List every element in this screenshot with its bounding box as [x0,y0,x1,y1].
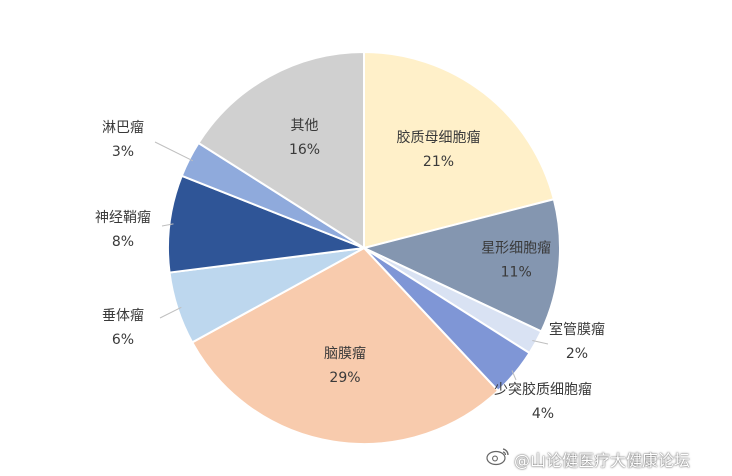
slice-label-1: 胶质母细胞瘤 [396,129,480,146]
leader-line-3 [532,340,549,345]
slice-value-label-7: 8% [112,234,134,250]
slice-value-label-3: 2% [566,346,588,362]
slice-label-9: 其他 [291,118,319,134]
slice-label-4: 少突胶质细胞瘤 [494,381,592,398]
slice-label-3: 室管膜瘤 [549,321,605,338]
pie-slice-5 [190,246,500,445]
slice-label-8: 淋巴瘤 [102,119,144,136]
leader-line-8 [154,141,194,162]
slice-label-7: 神经鞘瘤 [95,209,151,226]
watermark-text: @山论健医疗大健康论坛 [514,451,691,470]
slice-value-label-4: 4% [532,406,554,422]
slice-label-6: 垂体瘤 [102,307,144,324]
pie-slice-2 [361,198,561,333]
leader-line-4 [511,370,517,381]
slice-label-2: 星形细胞瘤 [481,239,551,256]
leader-line-7 [161,223,174,227]
weibo-logo-icon [486,448,509,466]
slice-value-label-2: 11% [501,264,532,280]
slice-value-label-6: 6% [112,332,134,348]
pie-slice-7 [167,174,365,274]
slice-value-label-9: 16% [289,142,320,158]
slice-value-label-1: 21% [423,154,454,170]
slice-label-5: 脑膜瘤 [324,345,366,362]
slice-value-label-8: 3% [112,144,134,160]
pie-slice-1 [363,50,556,250]
pie-slice-9 [197,50,365,250]
leader-line-6 [159,306,182,319]
slice-value-label-5: 29% [329,370,360,386]
